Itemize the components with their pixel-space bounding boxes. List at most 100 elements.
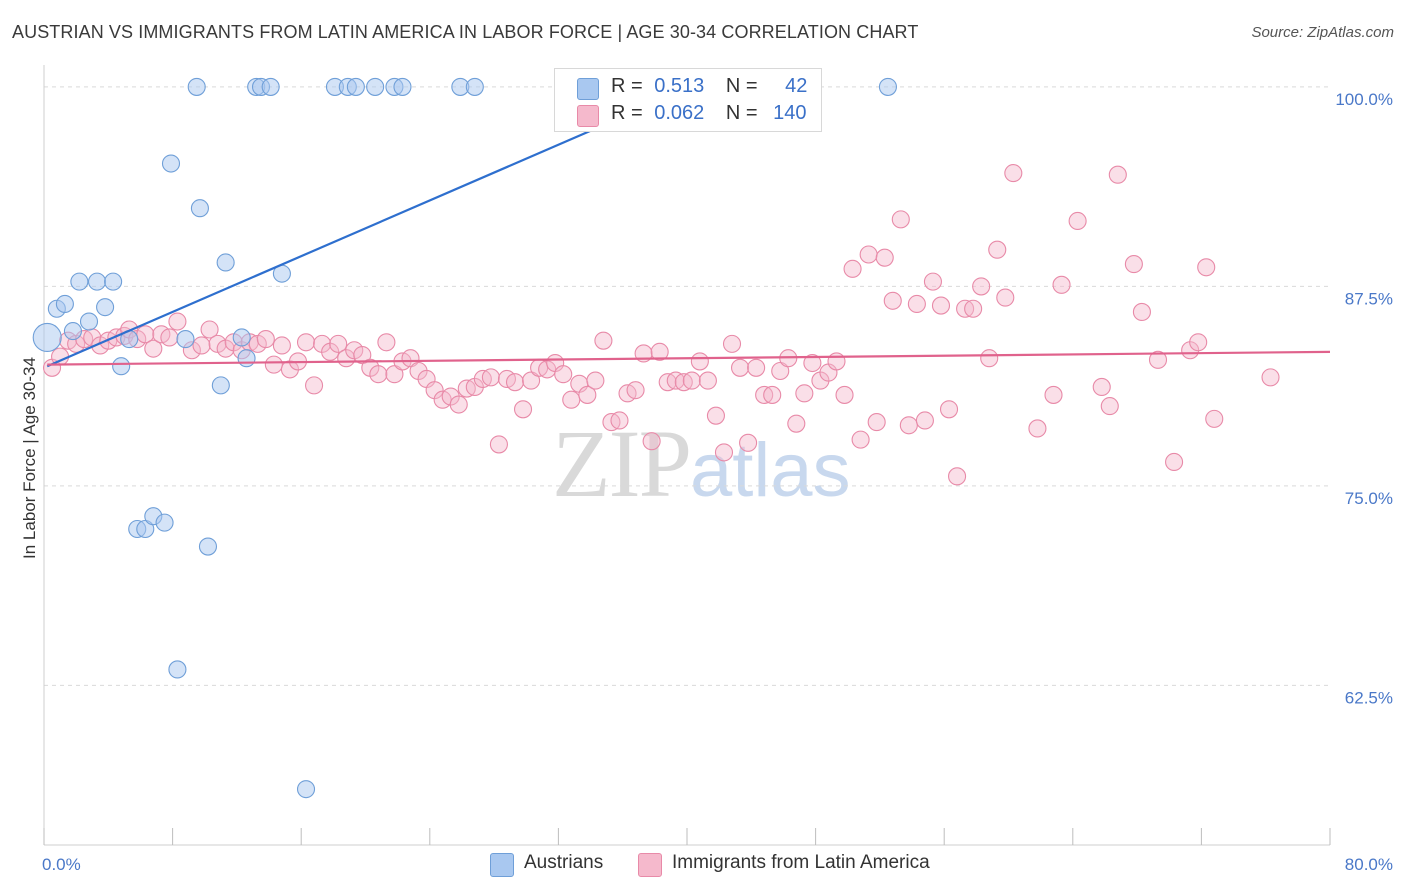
latin-america-point [706, 406, 725, 425]
latin-america-point [867, 413, 886, 432]
latin-america-point [1092, 377, 1111, 397]
austrian-points [32, 77, 897, 799]
latin-america-point [859, 245, 878, 264]
latin-america-point [915, 411, 934, 430]
n-label: N = [725, 75, 758, 97]
latin-america-point [827, 352, 846, 371]
latin-america-point [650, 342, 669, 361]
latin-america-point [1197, 258, 1216, 277]
austrian-point [112, 357, 131, 376]
y-axis-title: In Labor Force | Age 30-34 [20, 357, 39, 559]
axes [43, 65, 1331, 846]
latin-america-trend-line [47, 350, 1331, 366]
latin-america-point [562, 390, 581, 409]
latin-america-point [795, 384, 814, 403]
latin-america-point [1052, 275, 1071, 294]
latin-america-point [1148, 350, 1168, 369]
latin-america-point [835, 385, 854, 404]
austrian-point [87, 272, 107, 291]
austrians-legend-label: Austrians [524, 852, 604, 873]
latin-america-point [513, 400, 533, 419]
latin-america-point [1205, 409, 1224, 428]
austrian-point [198, 537, 218, 556]
latin-america-point [899, 416, 918, 435]
latin-america-point [296, 333, 316, 352]
latin-america-point [200, 320, 219, 339]
latin-america-point [730, 358, 750, 377]
latin-america-swatch [577, 105, 599, 127]
austrian-point [176, 330, 195, 349]
austrian-point [346, 77, 365, 96]
x-tick-label-min: 0.0% [42, 855, 81, 874]
latin-america-point [1044, 385, 1063, 404]
latin-america-point [698, 371, 717, 390]
y-tick-label: 87.5% [1345, 289, 1393, 308]
austrian-point [70, 272, 89, 291]
latin-america-point [891, 210, 910, 229]
latin-america-point [923, 272, 942, 291]
latin-america-point [305, 376, 324, 395]
austrian-point [63, 322, 82, 341]
austrian-point [55, 294, 74, 314]
austrian-point [211, 376, 230, 395]
latin-america-point [843, 259, 862, 278]
latin-america-point [1108, 165, 1127, 184]
latin-america-point [610, 411, 629, 430]
austrian-point [168, 660, 187, 679]
latin-america-legend-swatch [638, 853, 662, 877]
latin-america-point [875, 248, 894, 267]
latin-america-point [747, 358, 766, 377]
latin-america-point [1004, 164, 1023, 183]
austrian-point [79, 312, 99, 331]
austrians-trend-line [46, 85, 693, 368]
latin-america-point [1261, 368, 1280, 387]
austrian-point [878, 77, 897, 96]
tick-labels: 100.0% 87.5% 75.0% 62.5% 0.0% 80.0% In Labor F… [20, 90, 1393, 874]
r-label: R = [611, 75, 643, 97]
austrians-swatch [577, 78, 599, 100]
austrian-point [161, 154, 181, 173]
latin-america-point [369, 365, 388, 384]
latin-america-point [988, 240, 1007, 259]
latin-america-point [481, 368, 500, 387]
latin-america-point [594, 331, 613, 350]
latin-america-point [980, 349, 999, 368]
latin-america-point [1132, 302, 1151, 321]
latin-america-point [907, 294, 926, 314]
stats-legend: R = 0.513 N = 42 R = 0.062 N = 140 [554, 68, 822, 132]
latin-america-point [722, 334, 742, 353]
latin-america-point [739, 433, 758, 452]
r-value: 0.062 [654, 102, 705, 124]
r-value: 0.513 [654, 75, 705, 97]
latin-america-point [192, 336, 211, 355]
latin-america-legend-label: Immigrants from Latin America [672, 852, 930, 873]
austrian-point [366, 77, 385, 96]
latin-america-point [168, 312, 187, 331]
latin-america-point [522, 371, 541, 390]
latin-america-point [763, 385, 782, 404]
latin-america-point [1189, 333, 1208, 352]
y-tick-label: 75.0% [1345, 489, 1393, 508]
n-value: 42 [785, 75, 808, 97]
watermark-atlas: atlas [690, 428, 851, 513]
latin-america-point [144, 339, 163, 358]
latin-america-point [626, 381, 645, 400]
latin-america-point [554, 365, 573, 384]
latin-america-point [272, 336, 291, 355]
y-tick-label: 62.5% [1345, 688, 1393, 707]
latin-america-point [964, 299, 983, 318]
latin-america-point [1068, 211, 1087, 231]
latin-america-points [42, 164, 1280, 486]
latin-america-point [803, 353, 822, 373]
n-label: N = [725, 102, 758, 124]
austrian-point [216, 253, 235, 272]
latin-america-point [1100, 397, 1119, 416]
latin-america-point [771, 361, 790, 381]
austrian-point [96, 298, 115, 317]
austrian-point [104, 272, 123, 291]
latin-america-point [642, 432, 661, 451]
latin-america-point [505, 373, 525, 392]
latin-america-point [353, 345, 372, 365]
trend-lines [46, 85, 1331, 368]
